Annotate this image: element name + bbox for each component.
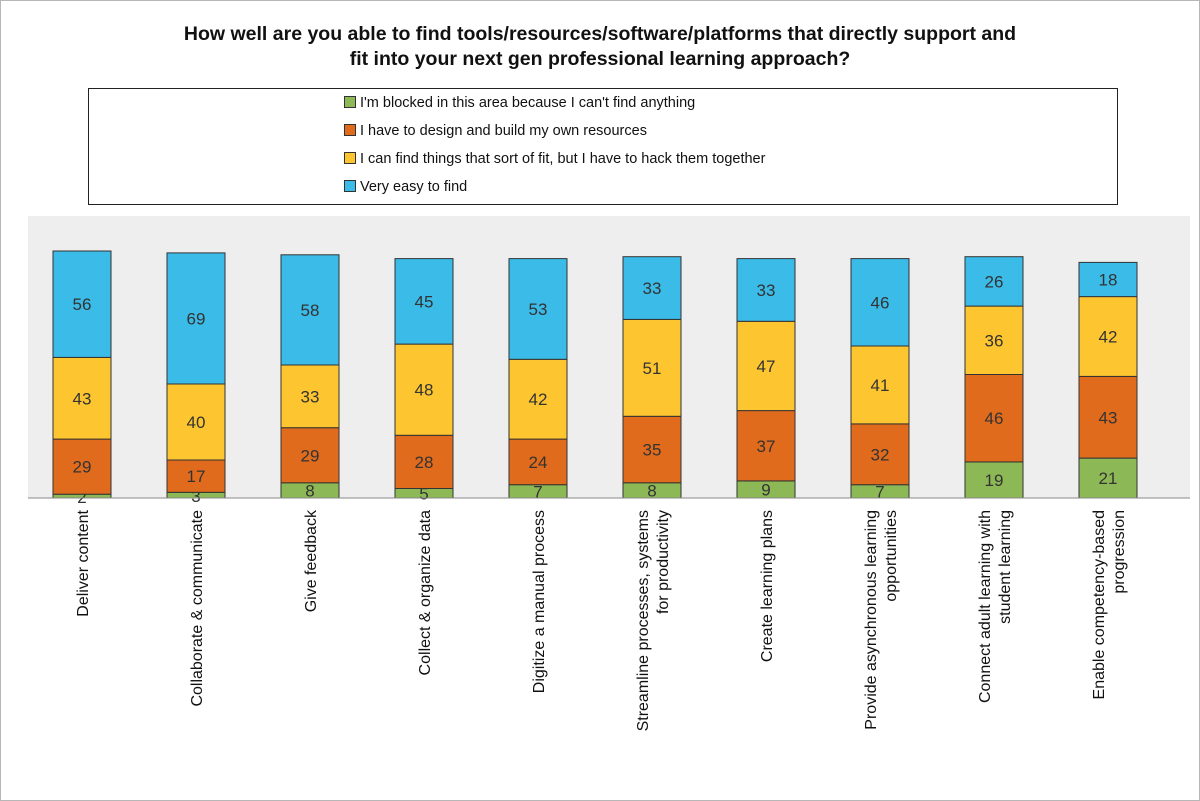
category-label: Collaborate & communicate	[189, 510, 206, 707]
data-label: 42	[529, 390, 548, 409]
data-label: 19	[985, 471, 1004, 490]
bar-segment	[394, 343, 454, 436]
bar-segment	[1078, 375, 1138, 459]
data-label: 8	[647, 481, 656, 500]
legend-label-sort-of-fit: I can find things that sort of fit, but …	[360, 151, 766, 167]
bar-segment	[850, 423, 910, 486]
bar-segment	[622, 318, 682, 417]
chart-title-line-2: fit into your next gen professional lear…	[349, 48, 851, 70]
data-label: 9	[761, 480, 770, 499]
legend-swatch-blocked	[344, 96, 356, 109]
bar-segment	[394, 434, 454, 489]
bar-segment	[736, 320, 796, 412]
data-label: 17	[187, 467, 206, 486]
legend-item-sort-of-fit: I can find things that sort of fit, but …	[344, 151, 765, 167]
data-label: 18	[1099, 271, 1118, 290]
category-label: Enable competency-based	[1091, 510, 1108, 699]
bar-segment	[394, 258, 454, 345]
data-label: 41	[871, 376, 890, 395]
category-label: for productivity	[655, 510, 672, 614]
bar-segment	[280, 254, 340, 366]
bar-segment	[964, 256, 1024, 307]
data-label: 36	[985, 331, 1004, 350]
data-label: 7	[533, 482, 542, 501]
bar-segment	[736, 410, 796, 482]
bar-segment	[1078, 457, 1138, 499]
data-label: 33	[643, 279, 662, 298]
bar-segment	[850, 258, 910, 347]
data-label: 51	[643, 359, 662, 378]
category-label: Provide asynchronous learning	[863, 510, 880, 730]
category-label: Create learning plans	[759, 510, 776, 662]
bar-segment	[166, 252, 226, 385]
category-label: Give feedback	[303, 509, 320, 612]
legend-swatch-design-build	[344, 124, 356, 137]
bar-segment	[166, 383, 226, 461]
category-label: Collect & organize data	[417, 510, 434, 676]
category-label: opportunities	[883, 510, 900, 602]
data-label: 69	[187, 309, 206, 328]
data-label: 26	[985, 272, 1004, 291]
bar-segment	[52, 356, 112, 440]
data-label: 3	[191, 487, 200, 506]
bar-segment	[964, 305, 1024, 376]
category-label: progression	[1111, 510, 1128, 594]
bar-segment	[280, 364, 340, 429]
legend-item-very-easy: Very easy to find	[344, 179, 467, 195]
bar-segment	[52, 438, 112, 495]
data-label: 29	[73, 458, 92, 477]
data-label: 58	[301, 301, 320, 320]
data-label: 5	[419, 484, 428, 503]
data-label: 46	[871, 293, 890, 312]
data-label: 7	[875, 482, 884, 501]
legend: I'm blocked in this area because I can't…	[88, 88, 1118, 205]
data-label: 56	[73, 295, 92, 314]
bar-segment	[508, 258, 568, 360]
data-label: 43	[1099, 408, 1118, 427]
legend-item-blocked: I'm blocked in this area because I can't…	[344, 95, 695, 111]
bar-segment	[280, 427, 340, 484]
bar-segment	[622, 256, 682, 320]
category-label: Digitize a manual process	[531, 510, 548, 693]
data-label: 33	[301, 387, 320, 406]
legend-label-blocked: I'm blocked in this area because I can't…	[360, 95, 696, 111]
bar-segment	[850, 345, 910, 425]
legend-label-very-easy: Very easy to find	[360, 179, 468, 195]
bar-segment	[52, 250, 112, 358]
data-label: 42	[1099, 328, 1118, 347]
data-label: 53	[529, 300, 548, 319]
data-label: 24	[529, 453, 548, 472]
data-label: 47	[757, 357, 776, 376]
data-label: 35	[643, 441, 662, 460]
data-label: 28	[415, 453, 434, 472]
data-label: 21	[1099, 469, 1118, 488]
data-label: 40	[187, 413, 206, 432]
data-label: 46	[985, 409, 1004, 428]
chart-title-line-1: How well are you able to find tools/reso…	[183, 23, 1017, 45]
legend-swatch-sort-of-fit	[344, 152, 356, 165]
data-label: 48	[415, 381, 434, 400]
category-label: Deliver content	[75, 509, 92, 616]
category-label: Streamline processes, systems	[635, 510, 652, 731]
bar-segment	[736, 258, 796, 322]
bar-segment	[964, 374, 1024, 463]
data-label: 8	[305, 481, 314, 500]
bar-segment	[1078, 261, 1138, 298]
bar-segment	[964, 461, 1024, 499]
data-label: 29	[301, 446, 320, 465]
legend-swatch-very-easy	[344, 180, 356, 193]
legend-label-design-build: I have to design and build my own resour…	[360, 123, 647, 139]
data-label: 45	[415, 292, 434, 311]
bar-segment	[166, 459, 226, 493]
category-label: Connect adult learning with	[977, 510, 994, 703]
legend-item-design-build: I have to design and build my own resour…	[344, 123, 647, 139]
category-label: student learning	[997, 510, 1014, 624]
data-label: 43	[73, 389, 92, 408]
bar-segment	[508, 358, 568, 440]
data-label: 32	[871, 445, 890, 464]
bar-segment	[622, 415, 682, 484]
data-label: 37	[757, 437, 776, 456]
data-label: 33	[757, 281, 776, 300]
